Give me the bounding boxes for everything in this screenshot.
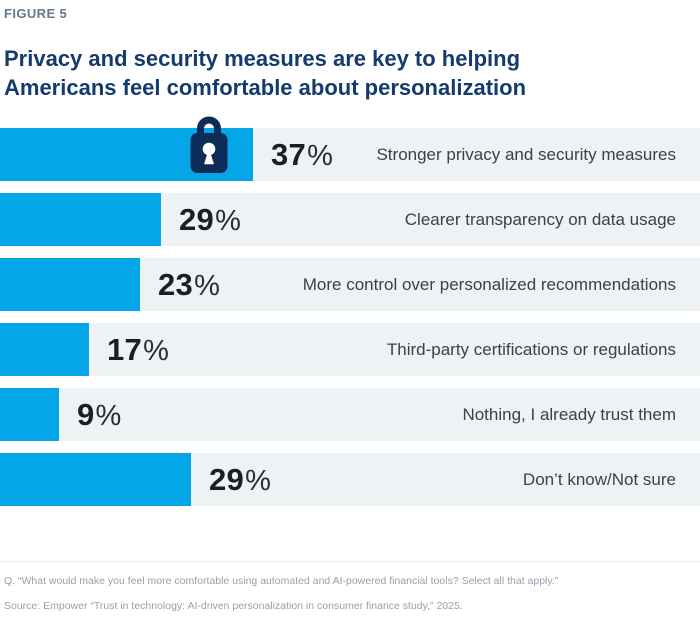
footnote: Q. “What would make you feel more comfor… [4,575,559,587]
bar [0,258,140,311]
bar [0,453,191,506]
percent-sign: % [215,204,242,237]
row-background [0,388,700,441]
bar-row: 29% Clearer transparency on data usage [0,193,700,246]
bar-row: 29% Don’t know/Not sure [0,453,700,506]
bar-row: 23% More control over personalized recom… [0,258,700,311]
percent-number: 29 [179,201,215,237]
lock-icon [190,116,228,173]
bar-row: 9% Nothing, I already trust them [0,388,700,441]
figure-label: FIGURE 5 [4,6,68,21]
percent-sign: % [245,464,272,497]
source-note: Source: Empower “Trust in technology: AI… [4,600,463,612]
bar [0,323,89,376]
percent-number: 23 [158,266,194,302]
category-label: Clearer transparency on data usage [404,209,676,229]
percent-number: 29 [209,461,245,497]
percent-number: 37 [271,136,307,172]
percent-sign: % [307,139,334,172]
percent-sign: % [194,269,221,302]
percent-sign: % [95,399,122,432]
percent-value: 37% [271,137,333,173]
category-label: More control over personalized recommend… [302,274,676,294]
percent-value: 29% [209,462,271,498]
bar [0,116,253,181]
bar [0,193,161,246]
percent-sign: % [143,334,170,367]
percent-value: 23% [158,267,220,303]
percent-number: 9 [77,396,95,432]
category-label: Stronger privacy and security measures [376,144,676,164]
percent-value: 9% [77,397,122,433]
row-background [0,323,700,376]
percent-number: 17 [107,331,143,367]
category-label: Don’t know/Not sure [522,469,676,489]
chart-title: Privacy and security measures are key to… [4,45,527,100]
bar-row: 37% Stronger privacy and security measur… [0,116,700,181]
bar-chart: 37% Stronger privacy and security measur… [0,116,700,518]
bar [0,388,59,441]
percent-value: 17% [107,332,169,368]
bar-row: 17% Third-party certifications or regula… [0,323,700,376]
category-label: Nothing, I already trust them [462,404,676,424]
percent-value: 29% [179,202,241,238]
category-label: Third-party certifications or regulation… [386,339,676,359]
footer-divider [0,561,700,562]
